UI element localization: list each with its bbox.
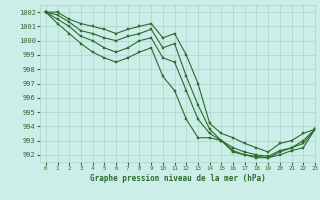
X-axis label: Graphe pression niveau de la mer (hPa): Graphe pression niveau de la mer (hPa) — [90, 174, 265, 183]
